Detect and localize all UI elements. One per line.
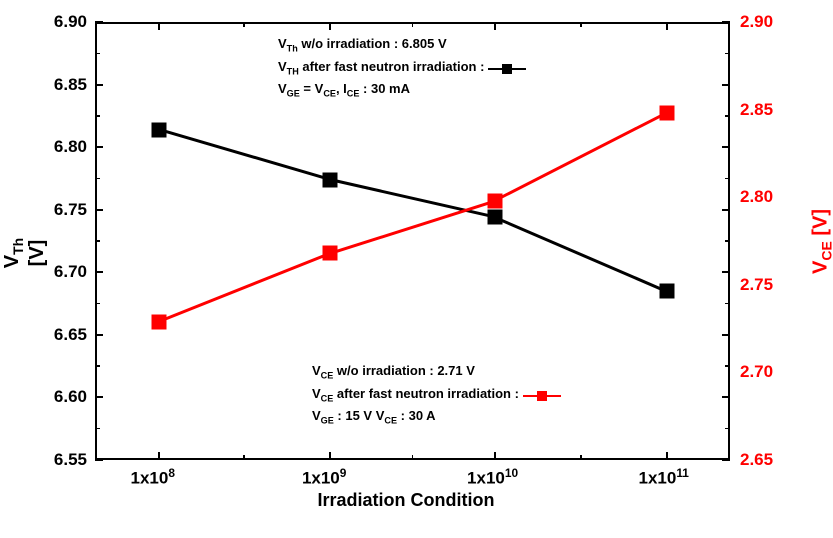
- x-tick-label: 1x109: [302, 466, 346, 489]
- y-right-axis-label: VCE [V]: [810, 202, 833, 282]
- x-tick-label: 1x1010: [467, 466, 518, 489]
- legend-line: VGE = VCE, ICE : 30 mA: [278, 80, 526, 103]
- data-marker: [488, 193, 503, 208]
- y-left-tick-label: 6.70: [54, 262, 87, 282]
- data-marker: [488, 210, 503, 225]
- x-tick-label: 1x108: [131, 466, 175, 489]
- legend-swatch: [523, 391, 561, 401]
- legend-line: VTh w/o irradiation : 6.805 V: [278, 35, 526, 58]
- y-right-tick-label: 2.90: [740, 12, 773, 32]
- y-left-axis-label: VTh [V]: [1, 223, 49, 283]
- legend-text: VTh w/o irradiation : 6.805 V: [278, 35, 447, 58]
- legend-text: VGE = VCE, ICE : 30 mA: [278, 80, 410, 103]
- y-right-tick-label: 2.75: [740, 275, 773, 295]
- data-marker: [322, 246, 337, 261]
- legend-text: VTH after fast neutron irradiation :: [278, 58, 484, 81]
- legend-text: VGE : 15 V VCE : 30 A: [312, 407, 436, 430]
- legend-line: VTH after fast neutron irradiation :: [278, 58, 526, 81]
- y-left-tick-label: 6.90: [54, 12, 87, 32]
- y-right-tick-label: 2.85: [740, 100, 773, 120]
- legend-top: VTh w/o irradiation : 6.805 VVTH after f…: [278, 35, 526, 103]
- x-axis-label: Irradiation Condition: [318, 490, 495, 511]
- chart-root: 6.55 6.60 6.65 6.70 6.75 6.80 6.85 6.90 2.65 2.70…: [0, 0, 833, 538]
- data-marker: [151, 314, 166, 329]
- y-right-tick-label: 2.65: [740, 450, 773, 470]
- legend-text: VCE w/o irradiation : 2.71 V: [312, 362, 475, 385]
- data-marker: [659, 106, 674, 121]
- legend-bottom: VCE w/o irradiation : 2.71 VVCE after fa…: [312, 362, 561, 430]
- y-left-tick-label: 6.80: [54, 137, 87, 157]
- y-right-tick-label: 2.80: [740, 187, 773, 207]
- legend-text: VCE after fast neutron irradiation :: [312, 385, 519, 408]
- data-marker: [151, 122, 166, 137]
- legend-line: VGE : 15 V VCE : 30 A: [312, 407, 561, 430]
- legend-swatch: [488, 64, 526, 74]
- y-left-tick-label: 6.65: [54, 325, 87, 345]
- y-left-tick-label: 6.85: [54, 75, 87, 95]
- legend-line: VCE w/o irradiation : 2.71 V: [312, 362, 561, 385]
- data-marker: [322, 172, 337, 187]
- legend-line: VCE after fast neutron irradiation :: [312, 385, 561, 408]
- data-marker: [659, 284, 674, 299]
- y-left-tick-label: 6.60: [54, 387, 87, 407]
- x-tick-label: 1x1011: [639, 466, 689, 489]
- y-left-tick-label: 6.55: [54, 450, 87, 470]
- y-right-tick-label: 2.70: [740, 362, 773, 382]
- y-left-tick-label: 6.75: [54, 200, 87, 220]
